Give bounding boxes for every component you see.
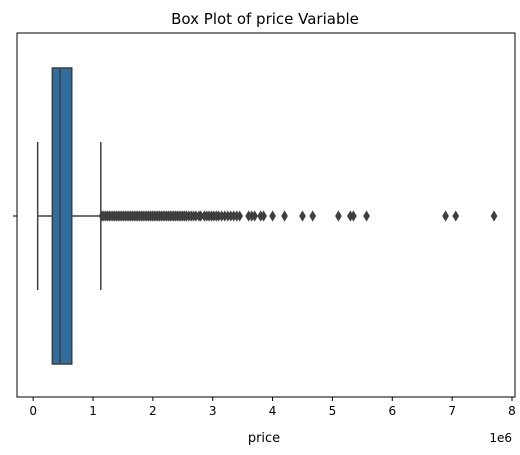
outlier-point — [452, 210, 460, 222]
x-tick-label: 5 — [329, 404, 337, 418]
outlier-point — [350, 210, 357, 222]
outlier-point — [269, 210, 276, 222]
outlier-point — [363, 210, 370, 222]
x-axis-ticks: 0 1 2 3 4 5 6 7 8 — [29, 397, 516, 418]
outlier-point — [490, 210, 498, 222]
outlier-point — [335, 210, 342, 222]
x-tick-label: 6 — [388, 404, 396, 418]
x-tick-label: 0 — [29, 404, 37, 418]
x-tick-label: 8 — [508, 404, 516, 418]
iqr-box — [51, 67, 73, 365]
x-axis-label: price — [248, 431, 280, 446]
x-tick-label: 2 — [149, 404, 157, 418]
outlier-point — [309, 210, 317, 222]
chart-title: Box Plot of price Variable — [171, 10, 359, 28]
x-tick-label: 4 — [269, 404, 277, 418]
x-tick-label: 3 — [209, 404, 217, 418]
outlier-point — [281, 210, 288, 222]
outlier-point — [299, 210, 306, 222]
outlier-point — [442, 210, 449, 222]
plot-area — [13, 32, 516, 398]
outlier-point — [251, 210, 258, 222]
outlier-point — [236, 210, 244, 222]
x-tick-label: 7 — [448, 404, 456, 418]
plot-frame — [16, 32, 516, 398]
x-axis-offset-label: 1e6 — [489, 431, 512, 445]
x-tick-label: 1 — [89, 404, 97, 418]
outlier-point — [260, 210, 267, 222]
